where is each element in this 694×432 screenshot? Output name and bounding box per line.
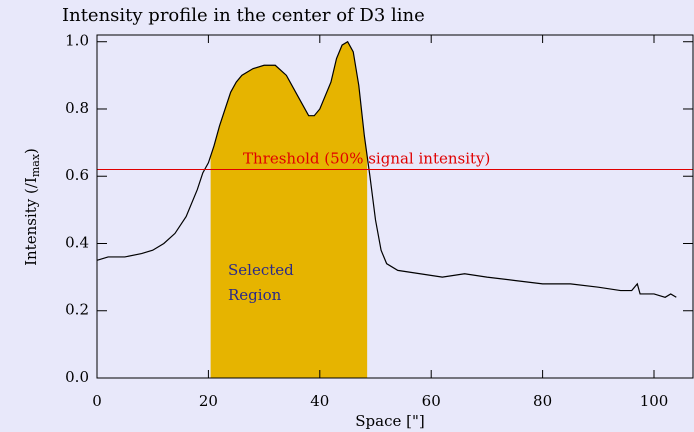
chart-title: Intensity profile in the center of D3 li… xyxy=(62,5,425,26)
x-tick-label: 40 xyxy=(310,392,329,410)
region-label: Region xyxy=(228,286,282,304)
intensity-line xyxy=(96,40,677,298)
y-axis-label-sub: max xyxy=(29,153,42,177)
y-tick-label: 0.2 xyxy=(65,301,89,319)
threshold-label: Threshold (50% signal intensity) xyxy=(243,150,490,168)
y-tick-label: 0.4 xyxy=(65,233,89,251)
x-tick-label: 100 xyxy=(640,392,669,410)
x-axis-label: Space ["] xyxy=(355,412,424,430)
y-tick-label: 0.0 xyxy=(65,368,89,386)
x-tick-label: 0 xyxy=(92,392,102,410)
y-axis-label-end: ) xyxy=(22,148,40,154)
y-tick-label: 0.6 xyxy=(65,166,89,184)
region-label: Selected xyxy=(228,261,294,279)
y-axis-label-text: Intensity (/I xyxy=(22,177,40,266)
plot-frame xyxy=(96,34,694,379)
x-tick-label: 80 xyxy=(533,392,552,410)
y-tick-label: 1.0 xyxy=(65,32,89,50)
x-tick-label: 60 xyxy=(422,392,441,410)
y-axis-label: Intensity (/Imax) xyxy=(22,148,42,266)
selected-region xyxy=(210,41,368,378)
x-tick-label: 20 xyxy=(199,392,218,410)
y-tick-label: 0.8 xyxy=(65,99,89,117)
